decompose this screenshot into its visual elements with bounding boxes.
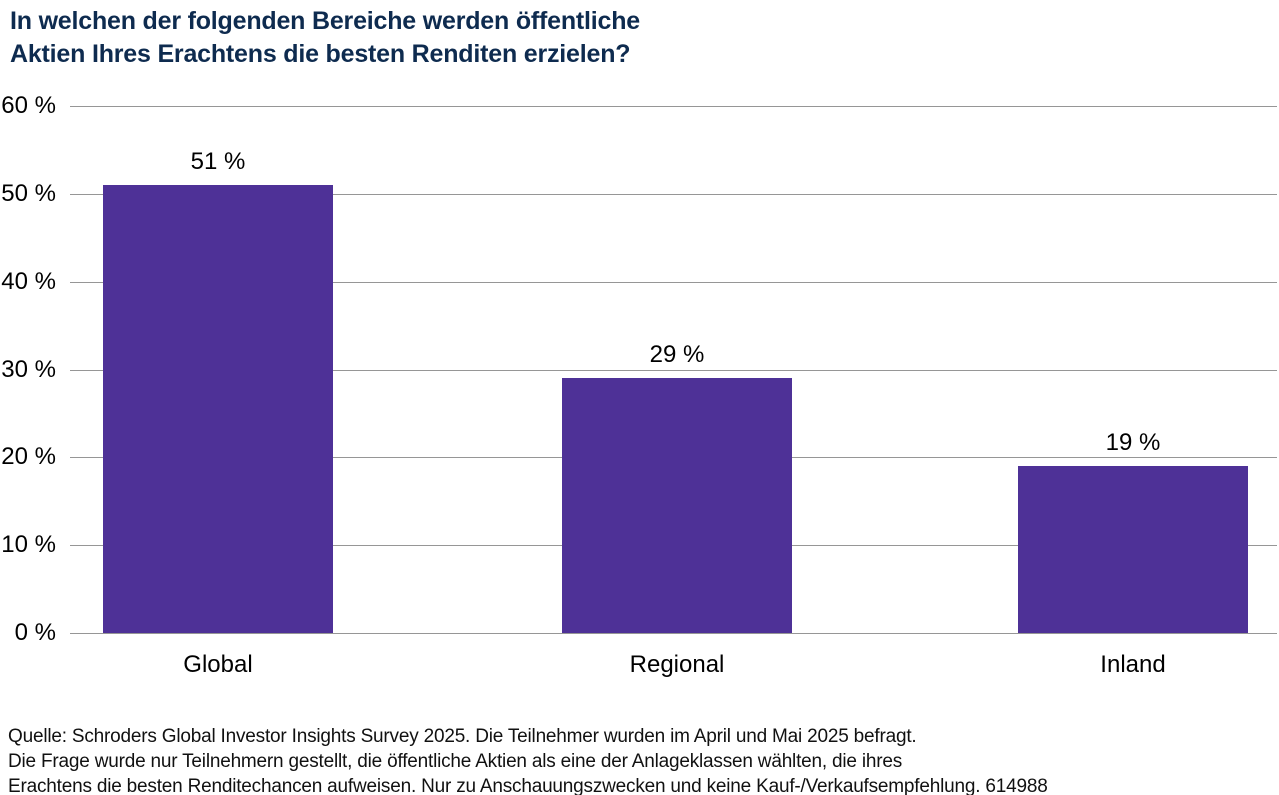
x-axis-label-inland: Inland bbox=[1100, 651, 1166, 678]
bar-value-label-inland: 19 % bbox=[1105, 429, 1161, 457]
chart-title-line1: In welchen der folgenden Bereiche werden… bbox=[10, 7, 641, 35]
chart-title: In welchen der folgenden Bereiche werden… bbox=[10, 5, 640, 71]
source-note-line1: Quelle: Schroders Global Investor Insigh… bbox=[8, 726, 917, 747]
plot-area: 51 % 29 % 19 % bbox=[70, 106, 1277, 634]
bar-value-label-global: 51 % bbox=[190, 148, 246, 176]
gridline bbox=[70, 106, 1277, 107]
plot-region: 0 % 10 % 20 % 30 % 40 % 50 % 60 % 51 % 29 % 19 % bbox=[0, 94, 1277, 645]
x-axis-label-global: Global bbox=[183, 651, 253, 678]
y-axis-tick-label: 40 % bbox=[1, 267, 56, 295]
gridline bbox=[70, 281, 1277, 283]
x-axis-line bbox=[70, 633, 1277, 634]
y-axis-tick-label: 0 % bbox=[14, 619, 56, 646]
gridline bbox=[70, 369, 1277, 371]
chart-title-line2: Aktien Ihres Erachtens die besten Rendit… bbox=[10, 40, 631, 68]
source-note: Quelle: Schroders Global Investor Insigh… bbox=[8, 724, 1269, 795]
gridline bbox=[70, 193, 1277, 195]
y-axis-tick-label: 60 % bbox=[1, 92, 56, 119]
y-axis-tick-label: 30 % bbox=[1, 355, 56, 383]
bar-regional bbox=[561, 378, 793, 633]
x-axis-labels: Global Regional Inland bbox=[70, 651, 1277, 685]
bar-value-label-regional: 29 % bbox=[649, 341, 705, 369]
bar-inland bbox=[1017, 466, 1249, 633]
y-axis-tick-label: 10 % bbox=[1, 531, 56, 559]
y-axis-tick-label: 50 % bbox=[1, 179, 56, 207]
source-note-line2: Die Frage wurde nur Teilnehmern gestellt… bbox=[8, 751, 903, 772]
bar-global bbox=[102, 185, 333, 633]
y-axis-labels: 0 % 10 % 20 % 30 % 40 % 50 % 60 % bbox=[0, 94, 56, 645]
y-axis-tick-label: 20 % bbox=[1, 443, 56, 471]
x-axis-label-regional: Regional bbox=[629, 651, 725, 678]
source-note-line3: Erachtens die besten Renditechancen aufw… bbox=[8, 776, 1048, 795]
